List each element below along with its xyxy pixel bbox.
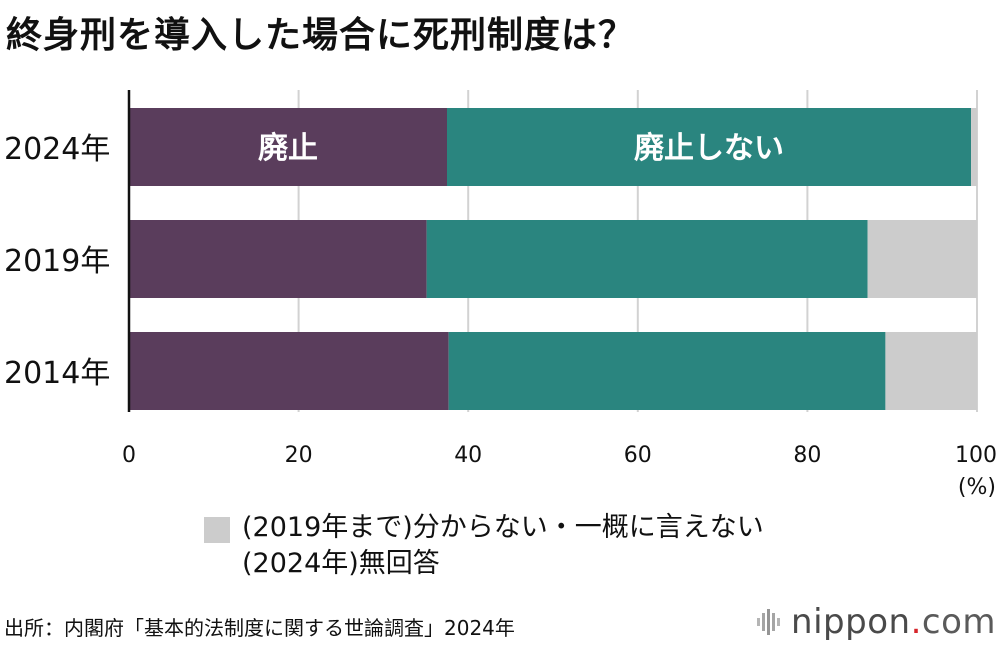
bar-0-series-2 [971,108,977,186]
logo-dot: . [910,602,922,642]
bar-1-series-1 [426,220,868,298]
x-tick-label-100: 100 [955,443,997,468]
legend-line-1: (2019年まで)分からない・一概に言えない [242,512,764,543]
bar-2-series-0 [129,332,449,410]
bar-1-series-2 [867,220,977,298]
bar-1-series-0 [129,220,427,298]
logo-name: nippon [791,602,911,642]
bar-2-series-1 [448,332,886,410]
logo-tld: com [921,602,996,642]
bar-label-series-1: 廃止しない [634,131,784,166]
x-tick-label-80: 80 [793,443,821,468]
axes: 2024年 2019年 2014年 0 20 40 60 80 100 (%) [4,90,997,500]
category-label-1: 2019年 [4,244,110,279]
stacked-bar-chart: 廃止 廃止しない 2024年 2019年 2014年 0 20 40 60 80 100 (%) [4,90,997,500]
source-note: 出所：内閣府「基本的法制度に関する世論調査」2024年 [4,616,515,640]
nippon-logo: nippon. com [757,602,996,642]
category-label-0: 2024年 [4,132,110,167]
x-tick-label-40: 40 [454,443,482,468]
x-tick-label-60: 60 [624,443,652,468]
x-unit-label: (%) [958,475,996,500]
legend-swatch [204,517,230,543]
legend-text: (2019年まで)分からない・一概に言えない (2024年)無回答 [242,510,764,582]
category-label-2: 2014年 [4,356,110,391]
logo-mark-icon [757,609,781,635]
legend: (2019年まで)分からない・一概に言えない (2024年)無回答 [204,510,764,582]
bar-2-series-2 [885,332,977,410]
bar-0-series-0 [129,108,447,186]
x-tick-label-0: 0 [122,443,136,468]
bars: 廃止 廃止しない [129,108,977,410]
bar-label-series-0: 廃止 [258,131,318,166]
x-tick-label-20: 20 [285,443,313,468]
chart-title: 終身刑を導入した場合に死刑制度は？ [6,15,636,56]
bar-0-series-1 [447,108,972,186]
legend-line-2: (2024年)無回答 [242,548,440,579]
